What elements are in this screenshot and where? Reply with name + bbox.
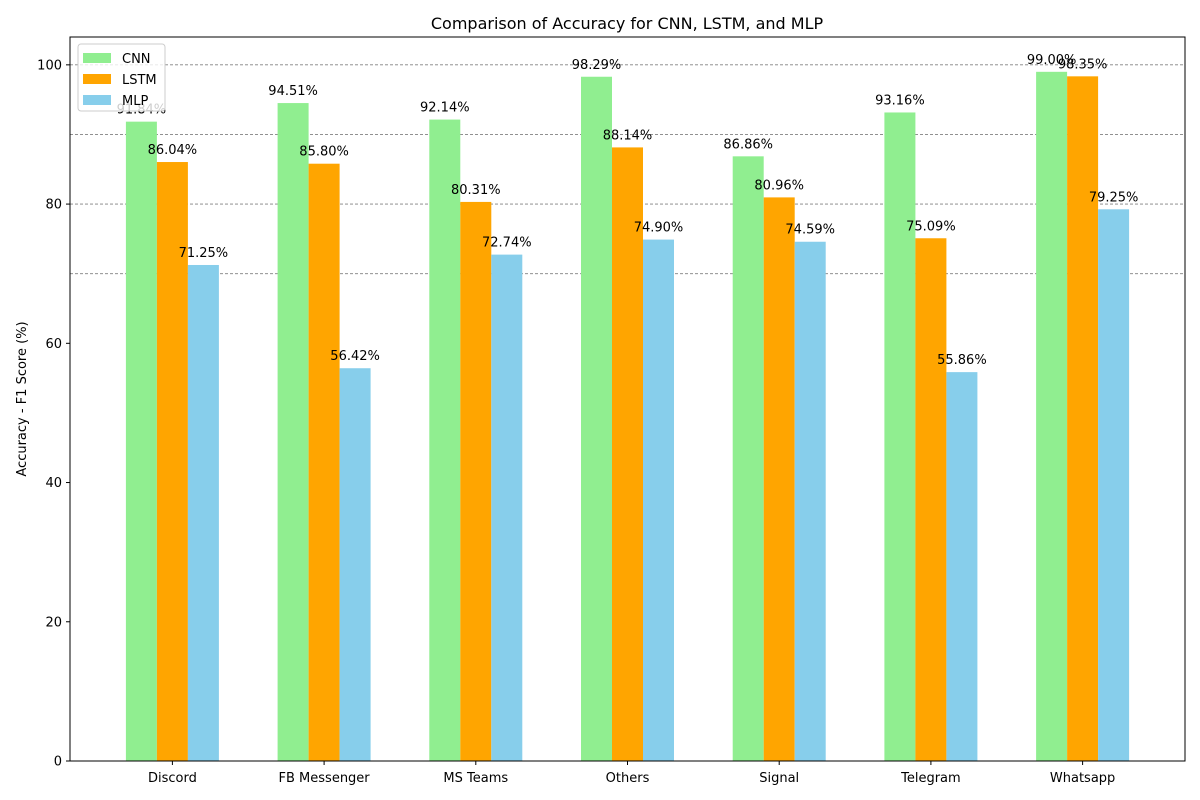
bars — [125, 71, 1130, 762]
y-axis-label: Accuracy - F1 Score (%) — [15, 321, 30, 476]
bar-lstm-telegram — [915, 238, 947, 762]
bar-lstm-whatsapp — [1067, 76, 1099, 761]
bar-label-mlp-telegram: 55.86% — [937, 353, 987, 368]
legend-swatch-cnn — [83, 53, 111, 63]
legend-label-mlp: MLP — [122, 94, 148, 109]
bar-cnn-discord — [125, 121, 157, 762]
bar-cnn-signal — [732, 156, 764, 761]
bar-label-cnn-whatsapp: 99.00% — [1027, 53, 1077, 68]
bar-mlp-whatsapp — [1098, 209, 1130, 761]
bar-lstm-signal — [763, 197, 795, 761]
bar-label-cnn-others: 98.29% — [572, 58, 622, 73]
bar-mlp-discord — [187, 264, 219, 761]
bar-mlp-signal — [794, 241, 826, 762]
bar-mlp-telegram — [946, 372, 978, 761]
bar-mlp-ms-teams — [491, 254, 523, 762]
bar-label-lstm-fb-messenger: 85.80% — [299, 145, 349, 160]
bar-mlp-fb-messenger — [339, 368, 371, 761]
y-tick-label-40: 40 — [45, 476, 62, 491]
x-tick-label-discord: Discord — [148, 771, 197, 786]
bar-cnn-others — [581, 76, 612, 762]
bar-label-mlp-fb-messenger: 56.42% — [330, 349, 380, 364]
x-tick-label-others: Others — [606, 771, 650, 786]
legend-label-lstm: LSTM — [122, 73, 157, 88]
bar-label-mlp-others: 74.90% — [634, 221, 684, 236]
legend-swatch-mlp — [83, 95, 111, 105]
bar-label-lstm-whatsapp: 98.35% — [1058, 57, 1108, 72]
bar-cnn-whatsapp — [1036, 71, 1068, 762]
bar-cnn-fb-messenger — [277, 103, 309, 761]
bar-lstm-ms-teams — [460, 201, 492, 762]
y-tick-label-20: 20 — [45, 615, 62, 630]
bar-label-mlp-whatsapp: 79.25% — [1089, 190, 1139, 205]
bar-cnn-telegram — [884, 112, 916, 761]
bar-label-cnn-fb-messenger: 94.51% — [268, 84, 318, 99]
legend-label-cnn: CNN — [122, 52, 151, 67]
chart-title: Comparison of Accuracy for CNN, LSTM, an… — [431, 14, 824, 33]
x-tick-label-ms-teams: MS Teams — [443, 771, 508, 786]
y-tick-label-60: 60 — [45, 337, 62, 352]
bar-label-lstm-ms-teams: 80.31% — [451, 183, 501, 198]
y-tick-label-100: 100 — [37, 58, 62, 73]
y-tick-label-0: 0 — [54, 755, 62, 770]
bar-label-mlp-signal: 74.59% — [785, 223, 835, 238]
x-tick-label-telegram: Telegram — [900, 771, 961, 786]
bar-label-cnn-ms-teams: 92.14% — [420, 101, 470, 116]
bar-mlp-others — [643, 239, 674, 762]
bar-label-lstm-signal: 80.96% — [754, 178, 804, 193]
bar-value-labels: 91.84%86.04%71.25%94.51%85.80%56.42%92.1… — [117, 53, 1139, 368]
bar-label-cnn-telegram: 93.16% — [875, 93, 925, 108]
y-tick-label-80: 80 — [45, 198, 62, 213]
bar-cnn-ms-teams — [429, 119, 461, 761]
bar-label-lstm-others: 88.14% — [603, 128, 653, 143]
bar-lstm-others — [612, 147, 643, 761]
legend: CNN LSTM MLP — [77, 43, 166, 112]
legend-swatch-lstm — [83, 74, 111, 84]
axes: 0 20 40 60 80 100 Discord FB Messenger MS Teams O… — [37, 36, 1186, 786]
x-tick-label-whatsapp: Whatsapp — [1050, 771, 1115, 786]
x-tick-label-fb-messenger: FB Messenger — [279, 771, 371, 786]
bar-lstm-discord — [156, 162, 188, 761]
bar-label-lstm-telegram: 75.09% — [906, 219, 956, 234]
bar-lstm-fb-messenger — [308, 163, 340, 761]
bar-label-lstm-discord: 86.04% — [148, 143, 198, 158]
bar-label-mlp-discord: 71.25% — [179, 246, 229, 261]
bar-label-mlp-ms-teams: 72.74% — [482, 236, 532, 251]
bar-label-cnn-signal: 86.86% — [723, 137, 773, 152]
x-tick-label-signal: Signal — [759, 771, 799, 786]
